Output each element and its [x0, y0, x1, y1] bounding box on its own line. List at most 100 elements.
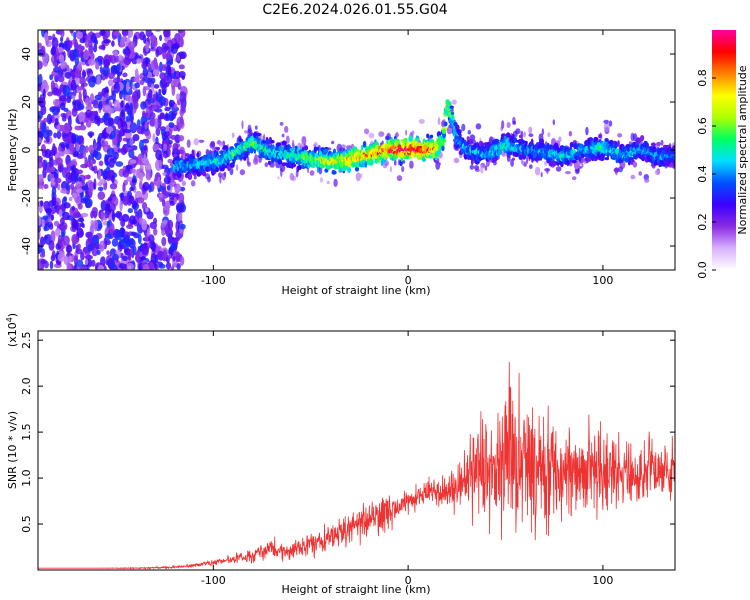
- spectrogram-noise-cell: [135, 251, 140, 263]
- spectrogram-noise-cell: [152, 133, 156, 143]
- spectrogram-ridge-cell: [414, 137, 420, 142]
- spectrogram-noise-cell: [175, 93, 180, 101]
- spectrogram-noise-cell: [76, 177, 83, 182]
- spectrogram-noise-cell: [110, 203, 116, 212]
- spectrogram-noise-cell: [67, 133, 73, 144]
- spectrogram-noise-cell: [162, 249, 168, 261]
- spectrogram-noise-cell: [106, 147, 115, 158]
- spectrogram-noise-cell: [151, 38, 158, 48]
- spectrogram-speckle: [279, 122, 284, 126]
- spectrogram-noise-cell: [82, 82, 88, 87]
- spectrogram-noise-cell: [146, 211, 154, 220]
- spectrogram-x-tick-label: -100: [201, 274, 226, 287]
- spectrogram-ridge-cell: [362, 141, 367, 148]
- spectrogram-noise-cell: [57, 145, 62, 153]
- spectrogram-noise-cell: [146, 228, 151, 237]
- spectrogram-speckle: [638, 171, 642, 176]
- colorbar-scale: [712, 30, 736, 270]
- spectrogram-ridge-cell: [635, 137, 642, 144]
- colorbar-ticks: 0.0 0.2 0.4 0.6 0.8: [696, 69, 716, 279]
- spectrogram-noise-cell: [162, 171, 167, 176]
- spectrogram-noise-cell: [99, 30, 106, 36]
- spectrogram-ridge-cell: [227, 164, 231, 172]
- spectrogram-noise-cell: [172, 142, 179, 154]
- spectrogram-noise-cell: [63, 202, 71, 209]
- spectrogram-marks: [38, 30, 675, 270]
- spectrogram-noise-cell: [171, 106, 179, 112]
- spectrogram-noise-cell: [148, 234, 155, 244]
- spectrogram-noise-cell: [113, 151, 119, 160]
- spectrogram-noise-cell: [54, 220, 60, 227]
- spectrogram-noise-cell: [90, 93, 95, 103]
- spectrogram-speckle: [309, 170, 315, 176]
- spectrogram-speckle: [279, 164, 286, 172]
- spectrogram-speckle: [239, 169, 246, 176]
- spectrogram-noise-cell: [80, 198, 88, 204]
- spectrogram-ridge-cell: [267, 160, 272, 166]
- spectrogram-noise-cell: [141, 61, 146, 70]
- spectrogram-noise-cell: [107, 105, 112, 114]
- spectrogram-noise-cell: [60, 36, 64, 42]
- spectrogram-noise-cell: [50, 230, 56, 243]
- spectrogram-noise-cell: [144, 121, 148, 130]
- spectrogram-noise-cell: [86, 160, 92, 168]
- spectrogram-x-tick-label: 0: [405, 274, 412, 287]
- spectrogram-ridge-cell: [408, 155, 412, 159]
- spectrogram-noise-cell: [142, 86, 147, 97]
- spectrogram-noise-cell: [58, 165, 63, 172]
- spectrogram-noise-cell: [174, 183, 182, 194]
- spectrogram-noise-cell: [140, 101, 147, 110]
- spectrogram-noise-cell: [128, 149, 135, 159]
- spectrogram-ridge-cell: [184, 153, 190, 157]
- spectrogram-ridge-cell: [239, 138, 243, 142]
- spectrogram-noise-cell: [53, 132, 58, 139]
- spectrogram-noise-cell: [59, 95, 67, 102]
- spectrogram-ridge-cell: [629, 159, 635, 163]
- spectrogram-noise-cell: [75, 188, 83, 194]
- spectrogram-speckle: [229, 167, 234, 176]
- spectrogram-noise-cell: [71, 91, 77, 96]
- spectrogram-noise-cell: [107, 144, 111, 149]
- spectrogram-noise-cell: [169, 99, 176, 108]
- spectrogram-speckle: [284, 125, 289, 133]
- spectrogram-noise-cell: [154, 30, 161, 33]
- spectrogram-noise-cell: [120, 146, 127, 156]
- spectrogram-noise-cell: [79, 266, 87, 270]
- spectrogram-noise-cell: [173, 196, 177, 205]
- spectrogram-noise-cell: [134, 68, 139, 79]
- spectrogram-noise-cell: [42, 159, 46, 171]
- spectrogram-noise-cell: [139, 139, 144, 151]
- spectrogram-noise-cell: [98, 100, 103, 111]
- spectrogram-noise-cell: [176, 55, 180, 62]
- colorbar-tick-label: 0.0: [696, 261, 709, 279]
- spectrogram-noise-cell: [112, 50, 118, 57]
- spectrogram-noise-cell: [59, 102, 66, 111]
- spectrogram-noise-cell: [124, 49, 130, 61]
- spectrogram-noise-cell: [77, 203, 83, 210]
- spectrogram-speckle: [501, 120, 505, 129]
- spectrogram-speckle: [644, 178, 650, 183]
- spectrogram-speckle: [402, 160, 406, 164]
- spectrogram-speckle: [558, 136, 562, 143]
- spectrogram-noise-cell: [43, 117, 48, 123]
- spectrogram-noise-cell: [109, 183, 118, 190]
- spectrogram-speckle: [581, 163, 584, 168]
- spectrogram-ridge-cell: [672, 155, 675, 161]
- spectrogram-noise-cell: [82, 88, 87, 99]
- spectrogram-speckle: [364, 128, 370, 135]
- spectrogram-noise-cell: [144, 162, 152, 174]
- spectrogram-noise-cell: [168, 140, 173, 145]
- spectrogram-noise-cell: [126, 176, 133, 182]
- spectrogram-ridge-cell: [604, 138, 609, 142]
- spectrogram-speckle: [617, 133, 623, 138]
- spectrogram-noise-cell: [104, 233, 112, 240]
- spectrogram-noise-cell: [63, 40, 67, 51]
- spectrogram-noise-cell: [74, 212, 81, 218]
- spectrogram-noise-cell: [109, 222, 115, 234]
- spectrogram-ridge-cell: [331, 170, 337, 175]
- spectrogram-noise-cell: [62, 211, 70, 221]
- spectrogram-noise-cell: [73, 31, 77, 40]
- spectrogram-noise-cell: [83, 50, 89, 61]
- spectrogram-noise-cell: [150, 77, 156, 84]
- spectrogram-noise-cell: [58, 209, 63, 218]
